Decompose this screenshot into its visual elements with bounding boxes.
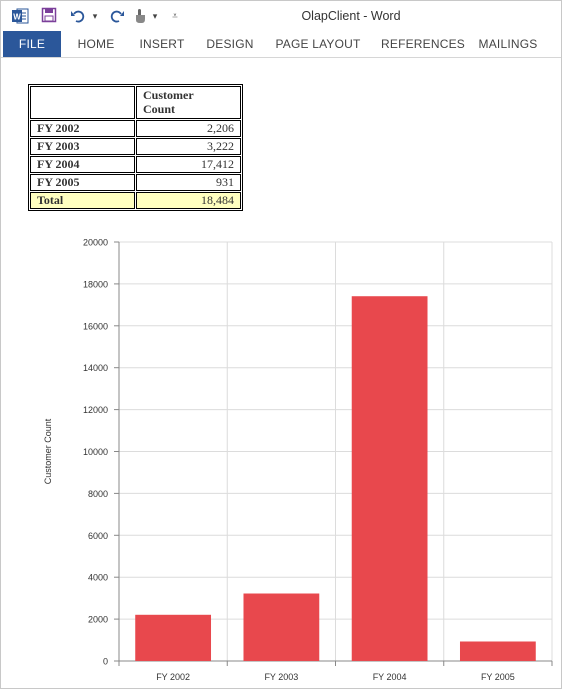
word-logo-icon[interactable]: W [11, 7, 29, 25]
total-value: 18,484 [136, 192, 241, 209]
bar [243, 593, 320, 661]
row-value: 3,222 [136, 138, 241, 155]
y-tick-label: 0 [103, 657, 108, 667]
y-tick-label: 16000 [83, 321, 108, 331]
tab-page-layout[interactable]: PAGE LAYOUT [275, 37, 361, 51]
bar [351, 296, 428, 661]
bar [459, 641, 536, 661]
table-header-line1: Customer [143, 88, 194, 102]
redo-icon[interactable] [109, 7, 125, 25]
table-row: FY 2002 2,206 [30, 120, 241, 137]
row-label: FY 2003 [30, 138, 135, 155]
y-tick-label: 20000 [83, 238, 108, 248]
y-tick-label: 14000 [83, 363, 108, 373]
x-tick-label: FY 2004 [373, 672, 407, 682]
x-tick-label: FY 2002 [156, 672, 190, 682]
y-tick-label: 18000 [83, 279, 108, 289]
row-value: 2,206 [136, 120, 241, 137]
y-tick-label: 10000 [83, 447, 108, 457]
bar-chart-svg: 0 2000 4000 6000 8000 10000 12000 14000 16000 180… [43, 238, 553, 682]
y-tick-label: 8000 [88, 489, 108, 499]
tab-file[interactable]: FILE [3, 31, 61, 57]
row-value: 17,412 [136, 156, 241, 173]
undo-dropdown-icon[interactable]: ▾ [92, 10, 98, 21]
customer-count-table: Customer Count FY 2002 2,206 FY 2003 3,2… [28, 84, 243, 211]
table-row: FY 2005 931 [30, 174, 241, 191]
table-header-row: Customer Count [30, 86, 241, 119]
y-axis-title: Customer Count [43, 418, 53, 484]
table-header-empty-cell [30, 86, 135, 119]
table-header-customer-count: Customer Count [136, 86, 241, 119]
tab-references[interactable]: REFERENCES [381, 37, 466, 51]
touch-dropdown-icon[interactable]: ▾ [152, 10, 158, 21]
row-label: FY 2005 [30, 174, 135, 191]
table-row: FY 2004 17,412 [30, 156, 241, 173]
tab-insert[interactable]: INSERT [139, 37, 185, 51]
y-tick-label: 12000 [83, 405, 108, 415]
y-tick-label: 4000 [88, 573, 108, 583]
title-bar: W ▾ [1, 1, 561, 31]
row-value: 931 [136, 174, 241, 191]
ribbon-tabs: FILE HOME INSERT DESIGN PAGE LAYOUT REFE… [1, 31, 561, 58]
y-tick-label: 2000 [88, 615, 108, 625]
table-row: FY 2003 3,222 [30, 138, 241, 155]
tab-mailings[interactable]: MAILINGS [478, 37, 538, 51]
save-icon[interactable] [41, 7, 57, 23]
total-label: Total [30, 192, 135, 209]
row-label: FY 2004 [30, 156, 135, 173]
bar [135, 614, 212, 661]
svg-text:W: W [13, 13, 21, 22]
tab-design[interactable]: DESIGN [206, 37, 254, 51]
customer-count-chart: 0 2000 4000 6000 8000 10000 12000 14000 16000 180… [1, 229, 562, 690]
table-total-row: Total 18,484 [30, 192, 241, 209]
row-label: FY 2002 [30, 120, 135, 137]
y-tick-label: 6000 [88, 531, 108, 541]
table-header-line2: Count [143, 102, 176, 116]
x-tick-label: FY 2003 [264, 672, 298, 682]
customize-toolbar-icon[interactable]: ⩡ [172, 10, 178, 22]
undo-icon[interactable] [69, 7, 87, 25]
x-tick-label: FY 2005 [481, 672, 515, 682]
tab-home[interactable]: HOME [77, 37, 115, 51]
window-title: OlapClient - Word [301, 9, 401, 23]
touch-mode-icon[interactable] [133, 7, 147, 25]
